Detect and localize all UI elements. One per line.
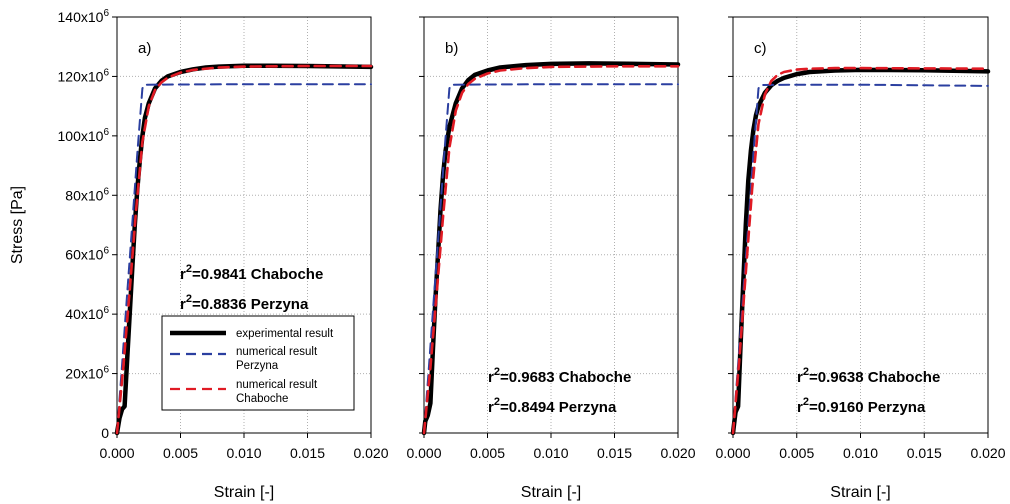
chart-panel-1: 0.000 0.005 0.010 0.015 0.020020x10640x10660… <box>9 8 389 501</box>
r2-prefix: r <box>180 296 186 313</box>
r2-annotation: r2=0.8836 Perzyna <box>180 293 309 313</box>
y-tick-mantissa: 100x10 <box>58 128 104 144</box>
y-tick-exponent: 6 <box>103 305 109 316</box>
y-tick-label: 120x106 <box>58 67 110 84</box>
r2-prefix: r <box>797 369 803 386</box>
x-tick-label: 0.020 <box>353 445 388 461</box>
y-tick-mantissa: 80x10 <box>65 187 103 203</box>
x-tick-label: 0.015 <box>290 445 325 461</box>
r2-annotation: r2=0.9841 Chaboche <box>180 263 323 283</box>
legend-label-line2: Perzyna <box>236 360 279 372</box>
series-line-chaboche <box>422 65 680 435</box>
x-axis-title: Strain [-] <box>521 484 581 501</box>
x-axis-title: Strain [-] <box>214 484 274 501</box>
x-axis-title: Strain [-] <box>830 484 890 501</box>
r2-annotation: r2=0.8494 Perzyna <box>488 396 617 416</box>
panel-label: b) <box>445 40 458 57</box>
x-tick-label: 0.005 <box>779 445 814 461</box>
legend-label: experimental result <box>236 328 334 340</box>
y-tick-mantissa: 20x10 <box>65 366 103 382</box>
y-tick-exponent: 6 <box>103 67 109 78</box>
x-tick-label: 0.010 <box>226 445 261 461</box>
r2-annotation: r2=0.9683 Chaboche <box>488 366 631 386</box>
r2-superscript: 2 <box>186 293 192 305</box>
y-tick-exponent: 6 <box>103 365 109 376</box>
y-tick-label: 0 <box>101 425 109 441</box>
x-tick-label: 0.005 <box>470 445 505 461</box>
y-tick-mantissa: 120x10 <box>58 68 104 84</box>
r2-superscript: 2 <box>186 263 192 275</box>
y-tick-label: 80x106 <box>65 186 109 203</box>
x-tick-label: 0.010 <box>843 445 878 461</box>
series-line-chaboche <box>731 66 990 435</box>
y-tick-mantissa: 60x10 <box>65 247 103 263</box>
x-tick-label: 0.020 <box>660 445 695 461</box>
r2-value: =0.9638 Chaboche <box>809 369 940 386</box>
r2-value: =0.9841 Chaboche <box>192 266 323 283</box>
r2-prefix: r <box>488 369 494 386</box>
y-tick-mantissa: 40x10 <box>65 306 103 322</box>
legend-label-line2: Chaboche <box>236 393 288 405</box>
panel-label: c) <box>754 40 767 57</box>
y-tick-label: 100x106 <box>58 127 110 144</box>
series-line-experimental <box>730 67 991 436</box>
y-tick-exponent: 6 <box>103 246 109 257</box>
r2-superscript: 2 <box>494 366 500 378</box>
r2-prefix: r <box>488 399 494 416</box>
x-tick-label: 0.000 <box>99 445 134 461</box>
y-tick-label: 20x106 <box>65 365 109 382</box>
r2-annotation: r2=0.9160 Perzyna <box>797 396 926 416</box>
y-tick-mantissa: 140x10 <box>58 9 104 25</box>
x-tick-label: 0.005 <box>163 445 198 461</box>
r2-value: =0.9683 Chaboche <box>500 369 631 386</box>
x-tick-label: 0.015 <box>907 445 942 461</box>
r2-value: =0.9160 Perzyna <box>809 399 926 416</box>
r2-superscript: 2 <box>803 366 809 378</box>
legend-label: numerical result <box>236 379 318 391</box>
y-tick-label: 40x106 <box>65 305 109 322</box>
series-line-perzyna <box>116 83 372 434</box>
x-tick-label: 0.015 <box>597 445 632 461</box>
x-tick-label: 0.000 <box>406 445 441 461</box>
x-tick-label: 0.020 <box>970 445 1005 461</box>
r2-superscript: 2 <box>803 396 809 408</box>
y-tick-exponent: 6 <box>103 127 109 138</box>
x-tick-label: 0.010 <box>533 445 568 461</box>
legend-label: numerical result <box>236 346 318 358</box>
y-tick-label: 140x106 <box>58 8 110 25</box>
y-tick-label: 60x106 <box>65 246 109 263</box>
r2-value: =0.8494 Perzyna <box>500 399 617 416</box>
r2-superscript: 2 <box>494 396 500 408</box>
r2-value: =0.8836 Perzyna <box>192 296 309 313</box>
series-line-perzyna <box>423 83 679 434</box>
series-line-experimental <box>421 61 681 436</box>
series-line-chaboche <box>115 64 373 435</box>
y-axis-title: Stress [Pa] <box>9 186 26 264</box>
y-tick-exponent: 6 <box>103 186 109 197</box>
y-tick-exponent: 6 <box>103 8 109 19</box>
legend: experimental result numerical result Perzy… <box>161 315 355 411</box>
r2-prefix: r <box>180 266 186 283</box>
y-tick-mantissa: 0 <box>101 425 109 441</box>
r2-annotation: r2=0.9638 Chaboche <box>797 366 940 386</box>
r2-prefix: r <box>797 399 803 416</box>
panel-label: a) <box>138 40 151 57</box>
x-tick-label: 0.000 <box>715 445 750 461</box>
